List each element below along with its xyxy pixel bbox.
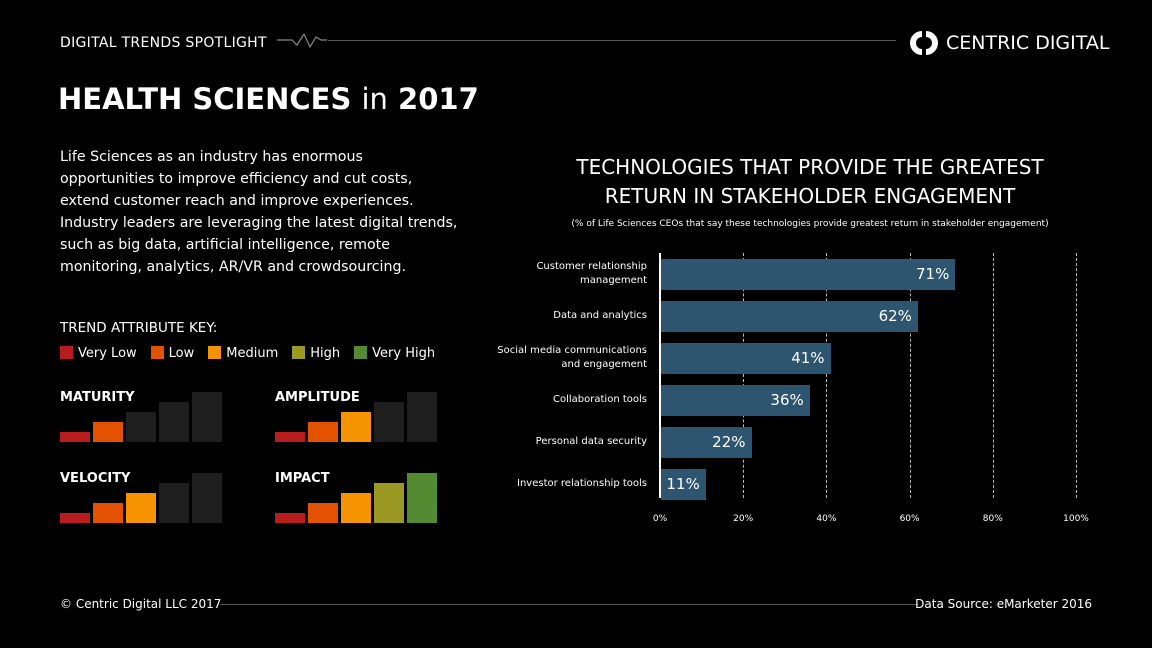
attribute-bar: [341, 412, 371, 442]
category-label: Data and analytics: [553, 310, 647, 321]
footer-divider: [220, 604, 918, 605]
legend-swatch: [292, 346, 306, 359]
category-label: Investor relationship tools: [517, 478, 647, 489]
attribute-bar: [93, 422, 123, 442]
title-year: 2017: [398, 82, 479, 116]
spotlight-label: DIGITAL TRENDS SPOTLIGHT: [60, 35, 267, 51]
attribute-bar: [374, 483, 404, 523]
legend-label: High: [310, 346, 341, 361]
x-tick-label: 80%: [982, 514, 1003, 524]
attribute-bar: [60, 432, 90, 442]
x-tick-label: 0%: [652, 514, 668, 524]
category-label: Customer relationship management: [536, 261, 647, 286]
legend-swatch: [208, 346, 222, 359]
attribute-bar: [126, 493, 156, 523]
bar: [661, 427, 752, 458]
attribute-title: IMPACT: [275, 471, 330, 486]
bar-value-label: 36%: [770, 391, 804, 409]
chart-subtitle: (% of Life Sciences CEOs that say these …: [571, 219, 1049, 229]
x-tick-label: 40%: [816, 514, 837, 524]
title-main: HEALTH SCIENCES: [58, 82, 352, 116]
grid-line: [909, 253, 911, 498]
bar: [661, 259, 956, 290]
legend-label: Low: [168, 346, 195, 361]
bar-value-label: 71%: [916, 265, 950, 283]
trend-key-legend: Very Low Low Medium High Very High: [60, 346, 435, 361]
legend-swatch: [60, 346, 73, 359]
grid-line: [743, 253, 745, 498]
attribute-bar: [308, 503, 338, 523]
category-label: Collaboration tools: [553, 394, 647, 405]
attribute-title: MATURITY: [60, 390, 135, 405]
attribute-bar: [93, 503, 123, 523]
attribute-bar: [60, 513, 90, 523]
copyright: © Centric Digital LLC 2017: [60, 597, 222, 611]
legend-item: Medium: [208, 346, 278, 361]
x-tick-label: 60%: [899, 514, 920, 524]
attribute-bar: [159, 483, 189, 523]
bar-value-label: 11%: [666, 475, 700, 493]
bar: [661, 343, 831, 374]
attribute-title: AMPLITUDE: [275, 390, 360, 405]
attribute-bar: [159, 402, 189, 442]
legend-item: Very Low: [60, 346, 137, 361]
x-tick-label: 20%: [733, 514, 754, 524]
grid-line: [1076, 253, 1077, 498]
x-tick-label: 100%: [1063, 514, 1089, 524]
attribute-title: VELOCITY: [60, 471, 131, 486]
legend-item: Very High: [354, 346, 435, 361]
attribute-bar: [407, 392, 437, 442]
attribute-bar: [126, 412, 156, 442]
bar: [661, 385, 810, 416]
brand-logo: CENTRIC DIGITAL: [910, 29, 1109, 57]
category-label: Personal data security: [535, 436, 647, 447]
page-title: HEALTH SCIENCES in 2017: [58, 82, 479, 116]
pulse-icon: [277, 34, 327, 49]
legend-item: Low: [150, 346, 195, 361]
attribute-bar: [275, 513, 305, 523]
intro-text: Life Sciences as an industry has enormou…: [60, 149, 458, 275]
brand-name: CENTRIC DIGITAL: [946, 32, 1110, 54]
legend-label: Very Low: [78, 346, 137, 361]
legend-item: High: [292, 346, 340, 361]
grid-line: [826, 253, 828, 498]
legend-swatch: [150, 346, 164, 359]
attribute-bar: [192, 392, 222, 442]
bar: [661, 469, 706, 500]
attribute-bar: [275, 432, 305, 442]
legend-swatch: [354, 346, 368, 359]
bar-value-label: 62%: [878, 307, 912, 325]
legend-label: Very High: [372, 346, 436, 361]
attribute-bar: [192, 473, 222, 523]
attribute-bar: [407, 473, 437, 523]
bar-value-label: 22%: [712, 433, 746, 451]
y-axis: [659, 253, 661, 498]
grid-line: [992, 253, 994, 498]
category-label: Social media communications and engageme…: [497, 345, 647, 370]
data-source: Data Source: eMarketer 2016: [915, 597, 1092, 611]
chart-title: TECHNOLOGIES THAT PROVIDE THE GREATEST R…: [576, 155, 1044, 208]
title-connector: in: [361, 82, 388, 116]
attribute-bar: [308, 422, 338, 442]
bar: [661, 301, 918, 332]
centric-digital-logo-icon: [910, 31, 938, 55]
attribute-bar: [374, 402, 404, 442]
bar-value-label: 41%: [791, 349, 825, 367]
header-divider: [328, 40, 896, 41]
legend-label: Medium: [226, 346, 279, 361]
attribute-bar: [341, 493, 371, 523]
trend-key-heading: TREND ATTRIBUTE KEY:: [60, 320, 218, 336]
